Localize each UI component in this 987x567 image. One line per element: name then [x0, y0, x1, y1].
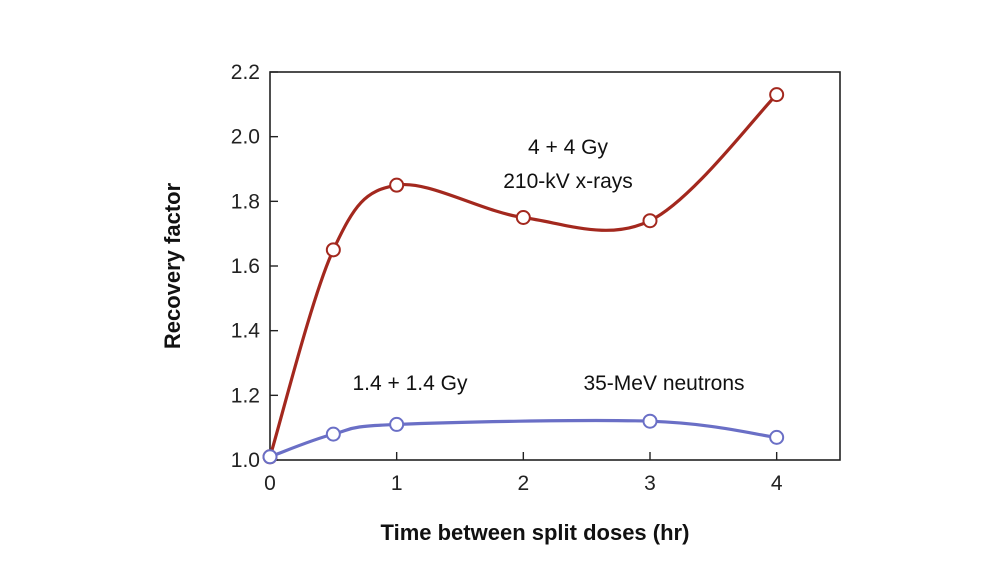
y-axis-title: Recovery factor [160, 182, 185, 349]
y-tick-label: 2.0 [231, 126, 260, 149]
y-tick-label: 1.0 [231, 449, 260, 472]
x-tick-label: 3 [644, 472, 656, 495]
labels: Time between split doses (hr) Recovery f… [160, 136, 745, 545]
annotation-neutron-dose: 1.4 + 1.4 Gy [353, 372, 468, 395]
data-point [769, 429, 785, 445]
annotation-xray-type: 210-kV x-rays [503, 170, 633, 193]
y-tick-label: 2.2 [231, 61, 260, 84]
data-point [389, 416, 405, 432]
y-tick-label: 1.8 [231, 190, 260, 213]
data-point [325, 242, 341, 258]
ticks: 1.0 1.2 1.4 1.6 1.8 2.0 2.2 0 1 2 3 4 [231, 61, 783, 495]
annotation-neutron-type: 35-MeV neutrons [583, 372, 744, 395]
y-tick-label: 1.2 [231, 384, 260, 407]
data-point [769, 87, 785, 103]
y-tick-label: 1.6 [231, 255, 260, 278]
data-point [642, 413, 658, 429]
data-point [642, 213, 658, 229]
x-tick-label: 2 [517, 472, 529, 495]
y-tick-label: 1.4 [231, 320, 261, 343]
data-point [262, 449, 278, 465]
annotation-xray-dose: 4 + 4 Gy [528, 136, 608, 159]
series-line-0 [268, 93, 779, 459]
data-point [389, 177, 405, 193]
x-tick-label: 0 [264, 472, 276, 495]
series-group [262, 87, 785, 465]
x-axis-title: Time between split doses (hr) [381, 520, 690, 545]
x-tick-label: 4 [771, 472, 783, 495]
data-point [515, 210, 531, 225]
data-point [325, 426, 341, 442]
x-tick-label: 1 [391, 472, 403, 495]
plot-background [270, 72, 840, 460]
